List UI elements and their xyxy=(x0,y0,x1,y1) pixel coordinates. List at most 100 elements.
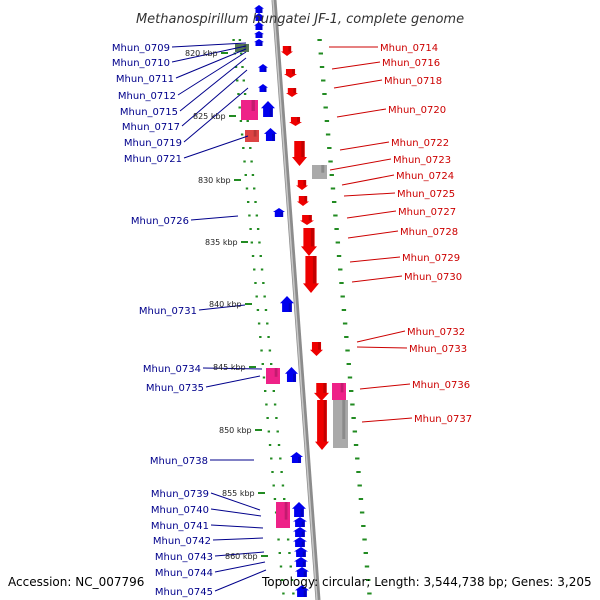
gene-feature[interactable] xyxy=(292,502,306,517)
gene-label-right[interactable]: Mhun_0727 xyxy=(398,207,456,218)
gene-feature[interactable] xyxy=(281,46,293,56)
gene-feature[interactable] xyxy=(285,367,298,382)
gene-label-left[interactable]: Mhun_0711 xyxy=(116,74,174,85)
leader-line xyxy=(347,230,399,239)
gene-feature[interactable] xyxy=(295,567,309,577)
gene-feature[interactable] xyxy=(254,22,264,30)
gene-label-right[interactable]: Mhun_0728 xyxy=(400,227,458,238)
gene-label-right[interactable]: Mhun_0729 xyxy=(402,253,460,264)
gene-feature[interactable] xyxy=(284,69,297,78)
gene-feature[interactable] xyxy=(258,64,268,72)
gene-feature[interactable] xyxy=(286,88,298,97)
gene-label-left[interactable]: Mhun_0719 xyxy=(124,138,182,149)
gene-feature[interactable] xyxy=(276,502,290,528)
ruler-label: 840 kbp xyxy=(209,300,242,309)
gene-feature[interactable] xyxy=(254,31,264,38)
gene-feature[interactable] xyxy=(280,296,294,312)
gene-label-left[interactable]: Mhun_0734 xyxy=(143,364,201,375)
gene-label-right[interactable]: Mhun_0720 xyxy=(388,105,446,116)
gene-feature[interactable] xyxy=(293,527,307,537)
ruler-label: 860 kbp xyxy=(225,552,258,561)
gene-feature[interactable] xyxy=(266,368,280,384)
gene-label-left[interactable]: Mhun_0738 xyxy=(150,456,208,467)
gene-feature[interactable] xyxy=(294,557,308,567)
gene-feature[interactable] xyxy=(332,383,346,400)
leader-line xyxy=(202,367,263,370)
gene-feature[interactable] xyxy=(254,13,264,21)
genome-backbone xyxy=(271,0,321,600)
gene-feature[interactable] xyxy=(301,228,317,256)
gene-label-right[interactable]: Mhun_0737 xyxy=(414,414,472,425)
leader-line xyxy=(179,57,247,112)
gene-feature[interactable] xyxy=(303,256,319,293)
gene-label-left[interactable]: Mhun_0745 xyxy=(155,587,213,598)
gene-label-right[interactable]: Mhun_0714 xyxy=(380,43,438,54)
leader-line xyxy=(346,210,397,219)
ruler-label: 835 kbp xyxy=(205,238,238,247)
gene-label-left[interactable]: Mhun_0717 xyxy=(122,122,180,133)
gene-feature[interactable] xyxy=(310,342,323,356)
leader-line xyxy=(336,108,387,118)
gene-label-left[interactable]: Mhun_0726 xyxy=(131,216,189,227)
gene-feature[interactable] xyxy=(295,585,309,597)
topology-text: Topology: circular; Length: 3,544,738 bp… xyxy=(261,575,592,589)
leader-line xyxy=(351,275,403,283)
gene-feature[interactable] xyxy=(245,130,259,142)
gene-label-right[interactable]: Mhun_0736 xyxy=(412,380,470,391)
gene-label-left[interactable]: Mhun_0742 xyxy=(153,536,211,547)
gene-feature[interactable] xyxy=(294,547,308,557)
gene-feature[interactable] xyxy=(264,128,277,141)
gene-feature[interactable] xyxy=(297,196,309,206)
gene-label-right[interactable]: Mhun_0732 xyxy=(407,327,465,338)
gene-label-left[interactable]: Mhun_0735 xyxy=(146,383,204,394)
leader-line xyxy=(183,87,249,143)
gene-label-right[interactable]: Mhun_0725 xyxy=(397,189,455,200)
gene-label-right[interactable]: Mhun_0730 xyxy=(404,272,462,283)
gene-label-left[interactable]: Mhun_0710 xyxy=(112,58,170,69)
leader-line xyxy=(210,524,264,529)
gene-feature[interactable] xyxy=(314,383,329,401)
gene-feature[interactable] xyxy=(300,215,314,225)
gene-feature[interactable] xyxy=(333,400,348,448)
gene-feature[interactable] xyxy=(315,400,329,450)
leader-line xyxy=(175,48,247,79)
gene-label-right[interactable]: Mhun_0723 xyxy=(393,155,451,166)
gene-label-left[interactable]: Mhun_0712 xyxy=(118,91,176,102)
leader-line xyxy=(356,330,406,343)
gene-feature[interactable] xyxy=(261,101,275,117)
gene-label-right[interactable]: Mhun_0733 xyxy=(409,344,467,355)
gene-feature[interactable] xyxy=(254,5,264,13)
gene-feature[interactable] xyxy=(241,100,258,120)
gene-label-left[interactable]: Mhun_0740 xyxy=(151,505,209,516)
gene-label-left[interactable]: Mhun_0721 xyxy=(124,154,182,165)
gene-feature[interactable] xyxy=(293,517,307,527)
gene-feature[interactable] xyxy=(296,180,308,190)
gene-feature[interactable] xyxy=(289,117,302,126)
gene-label-left[interactable]: Mhun_0715 xyxy=(120,107,178,118)
gene-label-right[interactable]: Mhun_0722 xyxy=(391,138,449,149)
leader-line xyxy=(341,174,395,186)
gene-feature[interactable] xyxy=(290,452,303,463)
leader-line xyxy=(361,417,413,423)
leader-line xyxy=(331,61,381,70)
gene-label-right[interactable]: Mhun_0724 xyxy=(396,171,454,182)
gene-feature[interactable] xyxy=(273,208,285,217)
gene-labels: Mhun_0709 Mhun_0710 Mhun_0711 Mhun_0712 Mhun… xyxy=(112,43,472,598)
gene-label-left[interactable]: Mhun_0741 xyxy=(151,521,209,532)
gene-feature[interactable] xyxy=(292,141,307,166)
gene-label-left[interactable]: Mhun_0739 xyxy=(151,489,209,500)
gene-feature[interactable] xyxy=(293,537,307,547)
gene-label-left[interactable]: Mhun_0743 xyxy=(155,552,213,563)
gene-feature[interactable] xyxy=(312,165,327,179)
gene-label-left[interactable]: Mhun_0709 xyxy=(112,43,170,54)
gene-label-left[interactable]: Mhun_0744 xyxy=(155,568,213,579)
label-leader-lines xyxy=(171,42,413,592)
gene-label-left[interactable]: Mhun_0731 xyxy=(139,306,197,317)
leader-line xyxy=(214,569,267,592)
gene-feature[interactable] xyxy=(254,39,264,46)
gene-feature[interactable] xyxy=(258,84,268,92)
ruler-label: 845 kbp xyxy=(213,363,246,372)
leader-line xyxy=(343,192,396,197)
gene-label-right[interactable]: Mhun_0716 xyxy=(382,58,440,69)
gene-label-right[interactable]: Mhun_0718 xyxy=(384,76,442,87)
